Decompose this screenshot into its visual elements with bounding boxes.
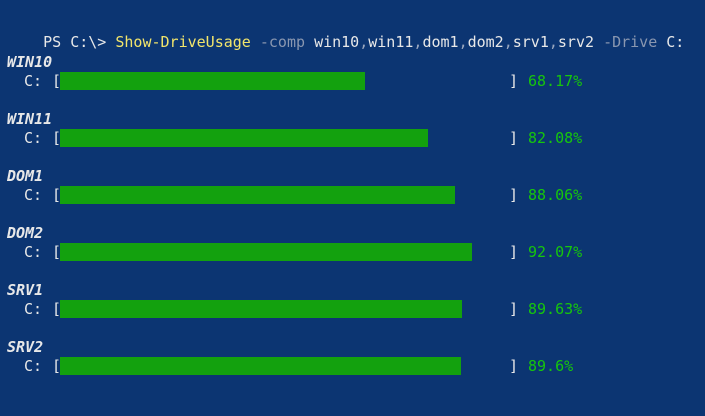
bracket-close: ] (509, 186, 519, 204)
usage-bar (60, 357, 462, 375)
host-name: DOM1 (7, 167, 44, 185)
bracket-open: [ (52, 186, 62, 204)
drive-letter: C: (24, 72, 43, 90)
arg-separator: , (359, 33, 369, 51)
drive-usage-row: C: [ ] 89.6% (0, 356, 705, 376)
host-name: SRV1 (7, 281, 44, 299)
bracket-open: [ (52, 357, 62, 375)
usage-bar (60, 72, 366, 90)
arg-separator: , (413, 33, 423, 51)
usage-bar-track (60, 186, 508, 204)
drive-letter: C: (24, 300, 43, 318)
command-name: Show-DriveUsage (115, 33, 251, 51)
comp-parameter: -comp (259, 33, 306, 51)
host-name: SRV2 (7, 338, 44, 356)
usage-bar-track (60, 129, 508, 147)
usage-bar-track (60, 357, 508, 375)
bracket-open: [ (52, 243, 62, 261)
drive-letter: C: (24, 186, 43, 204)
usage-percent: 82.08% (528, 129, 583, 147)
drive-parameter: -Drive (603, 33, 658, 51)
arg-separator: , (548, 33, 558, 51)
usage-bar (60, 300, 462, 318)
drive-usage-row: C: [ ] 92.07% (0, 242, 705, 262)
bracket-open: [ (52, 300, 62, 318)
arg-separator: , (503, 33, 513, 51)
drive-usage-row: C: [ ] 68.17% (0, 71, 705, 91)
drive-letter: C: (24, 243, 43, 261)
host-name: WIN10 (7, 53, 53, 71)
prompt-text: PS C:\> (43, 33, 107, 51)
arg-separator: , (458, 33, 468, 51)
bracket-close: ] (509, 243, 519, 261)
drive-arg: C: (666, 33, 685, 51)
drive-usage-row: C: [ ] 82.08% (0, 128, 705, 148)
bracket-close: ] (509, 357, 519, 375)
usage-percent: 89.63% (528, 300, 583, 318)
usage-bar-track (60, 72, 508, 90)
usage-bar (60, 129, 428, 147)
drive-usage-row: C: [ ] 88.06% (0, 185, 705, 205)
bracket-close: ] (509, 72, 519, 90)
usage-percent: 92.07% (528, 243, 583, 261)
computer-arg: win10 (314, 33, 360, 51)
host-name: WIN11 (7, 110, 53, 128)
usage-bar-track (60, 243, 508, 261)
usage-percent: 88.06% (528, 186, 583, 204)
computer-arg: win11 (368, 33, 414, 51)
computer-arg: srv1 (512, 33, 549, 51)
drive-usage-row: C: [ ] 89.63% (0, 299, 705, 319)
computer-arg: dom2 (467, 33, 504, 51)
computer-arg: dom1 (422, 33, 459, 51)
usage-bar (60, 186, 455, 204)
usage-bar-track (60, 300, 508, 318)
usage-percent: 68.17% (528, 72, 583, 90)
bracket-close: ] (509, 300, 519, 318)
usage-percent: 89.6% (528, 357, 574, 375)
drive-letter: C: (24, 357, 43, 375)
bracket-open: [ (52, 129, 62, 147)
command-line: PS C:\> Show-DriveUsage -comp win10,win1… (7, 12, 684, 51)
host-name: DOM2 (7, 224, 44, 242)
drive-letter: C: (24, 129, 43, 147)
usage-bar (60, 243, 473, 261)
computer-arg: srv2 (557, 33, 595, 51)
bracket-open: [ (52, 72, 62, 90)
bracket-close: ] (509, 129, 519, 147)
